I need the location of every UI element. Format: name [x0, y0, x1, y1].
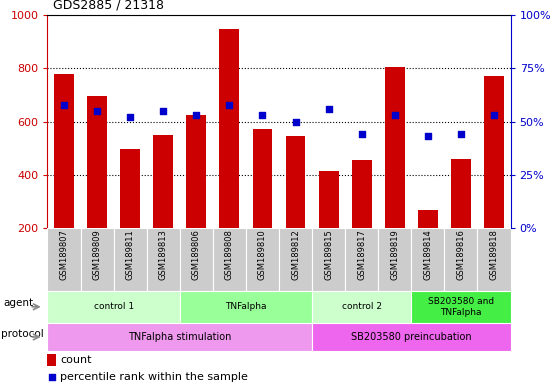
Text: GSM189818: GSM189818 — [489, 230, 498, 280]
Bar — [312, 228, 345, 291]
Point — [192, 112, 201, 118]
Bar — [246, 228, 279, 291]
Bar — [54, 74, 74, 228]
Bar — [484, 76, 504, 228]
Bar — [279, 228, 312, 291]
Bar — [444, 228, 478, 291]
Bar — [47, 354, 56, 366]
Text: GSM189813: GSM189813 — [158, 230, 168, 280]
Text: TNFalpha: TNFalpha — [225, 302, 267, 311]
Text: GSM189819: GSM189819 — [390, 230, 400, 280]
Bar — [385, 67, 405, 228]
Point — [456, 131, 465, 137]
Text: GSM189814: GSM189814 — [424, 230, 432, 280]
Text: GSM189812: GSM189812 — [291, 230, 300, 280]
Point — [93, 108, 102, 114]
Bar — [186, 115, 206, 228]
Point — [60, 101, 69, 108]
Text: GSM189817: GSM189817 — [357, 230, 366, 280]
Point — [126, 114, 134, 120]
Text: GSM189815: GSM189815 — [324, 230, 333, 280]
Text: count: count — [60, 355, 92, 365]
Point — [489, 112, 498, 118]
Bar — [219, 29, 239, 228]
Bar — [411, 291, 511, 323]
Text: percentile rank within the sample: percentile rank within the sample — [60, 372, 248, 382]
Text: GSM189808: GSM189808 — [225, 230, 234, 280]
Bar — [87, 96, 107, 228]
Text: SB203580 preincubation: SB203580 preincubation — [351, 332, 472, 342]
Bar — [312, 323, 511, 351]
Text: control 2: control 2 — [341, 302, 382, 311]
Bar — [478, 228, 511, 291]
Bar — [120, 149, 140, 228]
Bar — [345, 228, 378, 291]
Bar — [451, 159, 471, 228]
Bar — [180, 228, 213, 291]
Bar — [47, 228, 80, 291]
Text: GSM189809: GSM189809 — [93, 230, 102, 280]
Point — [47, 374, 56, 380]
Bar — [352, 160, 372, 228]
Bar — [114, 228, 147, 291]
Point — [390, 112, 399, 118]
Text: GSM189807: GSM189807 — [60, 230, 69, 280]
Bar — [378, 228, 411, 291]
Text: GSM189816: GSM189816 — [456, 230, 465, 280]
Text: control 1: control 1 — [94, 302, 134, 311]
Bar — [418, 210, 438, 228]
Text: agent: agent — [4, 298, 34, 308]
Text: GSM189810: GSM189810 — [258, 230, 267, 280]
Text: GDS2885 / 21318: GDS2885 / 21318 — [53, 0, 164, 12]
Text: TNFalpha stimulation: TNFalpha stimulation — [128, 332, 232, 342]
Bar — [253, 129, 272, 228]
Text: GSM189806: GSM189806 — [192, 230, 201, 280]
Bar — [312, 291, 411, 323]
Point — [225, 101, 234, 108]
Point — [357, 131, 366, 137]
Text: GSM189811: GSM189811 — [126, 230, 134, 280]
Bar — [153, 135, 173, 228]
Bar — [213, 228, 246, 291]
Bar — [47, 291, 180, 323]
Bar — [411, 228, 444, 291]
Bar — [319, 170, 339, 228]
Bar — [47, 323, 312, 351]
Text: SB203580 and
TNFalpha: SB203580 and TNFalpha — [428, 297, 494, 316]
Point — [291, 118, 300, 124]
Bar — [180, 291, 312, 323]
Point — [258, 112, 267, 118]
Bar — [286, 136, 305, 228]
Text: protocol: protocol — [1, 328, 44, 339]
Point — [424, 133, 432, 139]
Bar — [80, 228, 114, 291]
Bar — [147, 228, 180, 291]
Point — [324, 106, 333, 112]
Point — [158, 108, 167, 114]
